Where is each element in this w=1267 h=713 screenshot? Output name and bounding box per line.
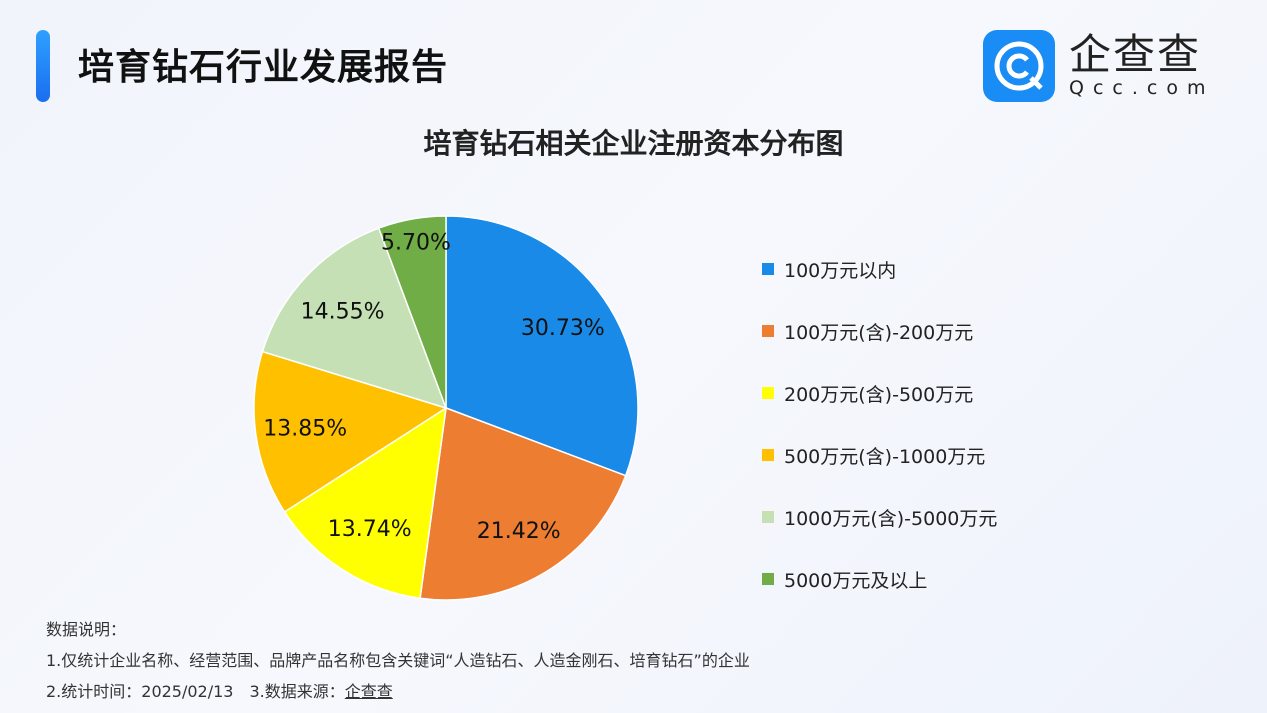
pie-data-label: 13.85% (263, 416, 347, 441)
pie-data-label: 14.55% (301, 300, 385, 325)
logo-text-cn: 企查查 (1069, 30, 1202, 79)
chart-legend: 100万元以内 100万元(含)-200万元 200万元(含)-500万元 500万元… (762, 238, 997, 610)
pie-data-label: 13.74% (328, 517, 412, 542)
legend-label: 100万元以内 (784, 259, 897, 282)
notes-line-1: 1.仅统计企业名称、经营范围、品牌产品名称包含关键词“人造钻石、人造金刚石、培育… (46, 651, 750, 670)
data-notes: 数据说明： 1.仅统计企业名称、经营范围、品牌产品名称包含关键词“人造钻石、人造… (46, 614, 750, 707)
notes-line-2-text: 2.统计时间：2025/02/13 3.数据来源： (46, 682, 345, 701)
legend-item: 200万元(含)-500万元 (762, 362, 997, 424)
pie-slice (377, 215, 447, 409)
notes-line-2: 2.统计时间：2025/02/13 3.数据来源：企查查 (46, 676, 750, 707)
legend-item: 100万元(含)-200万元 (762, 300, 997, 362)
legend-swatch (762, 325, 774, 337)
chart-title: 培育钻石相关企业注册资本分布图 (423, 127, 844, 160)
legend-swatch (762, 387, 774, 399)
qcc-logo-icon (983, 30, 1055, 102)
legend-swatch (762, 511, 774, 523)
pie-slice (253, 350, 448, 513)
qcc-logo: 企查查 Qcc.com (983, 30, 1214, 102)
page-title: 培育钻石行业发展报告 (78, 47, 449, 88)
title-accent-bar (36, 30, 50, 102)
legend-item: 5000万元及以上 (762, 548, 997, 610)
legend-label: 500万元(含)-1000万元 (784, 445, 986, 468)
legend-item: 1000万元(含)-5000万元 (762, 486, 997, 548)
pie-data-label: 30.73% (521, 316, 605, 341)
pie-data-label: 5.70% (381, 231, 451, 256)
legend-label: 100万元(含)-200万元 (784, 321, 974, 344)
logo-text-en: Qcc.com (1069, 77, 1215, 99)
pie-data-label: 21.42% (477, 519, 561, 544)
source-link[interactable]: 企查查 (344, 682, 393, 701)
legend-swatch (762, 263, 774, 275)
pie-slice (261, 227, 448, 410)
legend-item: 500万元(含)-1000万元 (762, 424, 997, 486)
legend-label: 200万元(含)-500万元 (784, 383, 974, 406)
notes-heading: 数据说明： (46, 620, 127, 639)
legend-swatch (762, 449, 774, 461)
legend-label: 1000万元(含)-5000万元 (784, 507, 998, 530)
legend-label: 5000万元及以上 (784, 569, 928, 592)
pie-slice (283, 406, 447, 600)
legend-swatch (762, 573, 774, 585)
legend-item: 100万元以内 (762, 238, 997, 300)
pie-slice (445, 215, 639, 477)
pie-slice (419, 406, 627, 601)
